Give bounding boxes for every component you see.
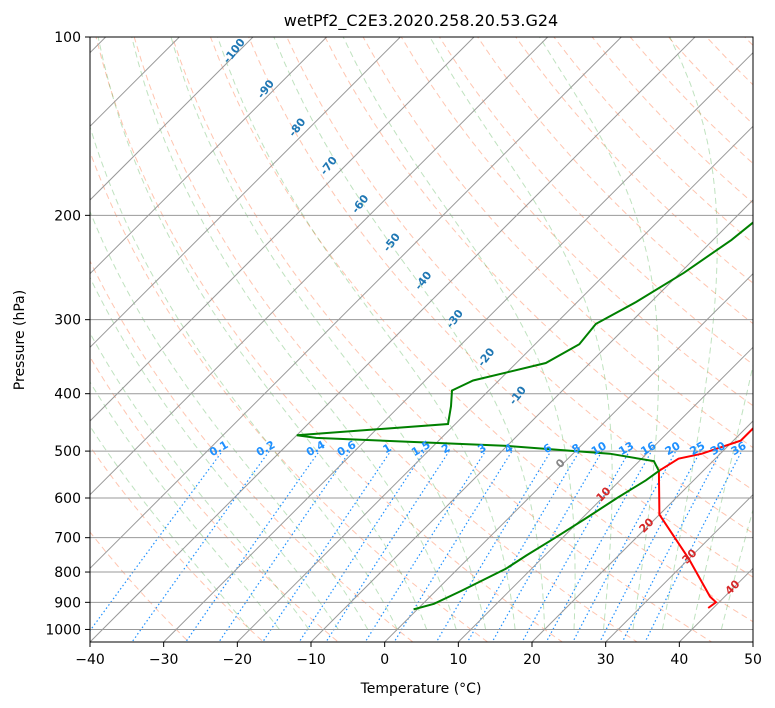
isotherm-line [90, 37, 328, 275]
isotherm-line [90, 37, 254, 201]
temperature-profile [657, 426, 753, 609]
x-tick-label: 20 [523, 652, 541, 668]
dewpoint-profile [296, 221, 753, 611]
moist-adiabat [90, 125, 398, 630]
profile-lines [296, 221, 753, 611]
y-tick-label: 100 [54, 30, 81, 46]
y-tick-label: 200 [54, 208, 81, 224]
isotherm-line [605, 493, 753, 642]
isotherm-line [90, 37, 401, 349]
isotherm-line [90, 37, 696, 642]
y-tick-label: 700 [54, 531, 81, 547]
isotherm-line [90, 37, 549, 496]
x-tick-label: 50 [744, 652, 762, 668]
moist-adiabat [90, 425, 251, 630]
x-tick-label: 30 [597, 652, 615, 668]
x-tick-label: −20 [223, 652, 253, 668]
moist-adiabat [90, 210, 369, 630]
x-axis-label: Temperature (°C) [360, 681, 482, 697]
moist-adiabat [720, 507, 753, 630]
x-tick-label: −10 [296, 652, 326, 668]
isotherm-line [384, 272, 753, 642]
plot-frame [89, 36, 754, 643]
y-tick-label: 400 [54, 387, 81, 403]
isotherm-line [236, 125, 753, 642]
y-tick-label: 800 [54, 565, 81, 581]
moist-adiabat [170, 37, 487, 630]
moist-adiabat [90, 332, 310, 630]
moist-adiabat [90, 276, 339, 630]
y-tick-label: 1000 [45, 622, 81, 638]
dry-adiabat [400, 37, 753, 407]
isotherm-line [531, 420, 753, 642]
isotherm-line [90, 37, 475, 422]
moist-adiabat [691, 363, 753, 630]
grid-lines [90, 37, 753, 642]
moist-adiabat [429, 37, 613, 630]
dry-adiabat [362, 37, 753, 449]
moist-adiabat [661, 37, 718, 630]
chart-title: wetPf2_C2E3.2020.258.20.53.G24 [284, 11, 558, 31]
moist-adiabat [342, 37, 576, 630]
x-tick-label: 40 [670, 652, 688, 668]
x-axis-ticks: −40 −30 −20 −10 0 10 20 30 40 50 [75, 642, 762, 668]
x-tick-label: 10 [449, 652, 467, 668]
isotherm-line [310, 199, 753, 642]
y-axis-label: Pressure (hPa) [12, 290, 28, 390]
dry-adiabat [324, 37, 753, 491]
isotherm-line [457, 346, 753, 642]
moist-adiabat [217, 37, 516, 630]
y-tick-label: 600 [54, 491, 81, 507]
x-tick-label: −30 [149, 652, 179, 668]
moist-adiabat [273, 37, 546, 630]
y-tick-label: 900 [54, 595, 81, 611]
y-axis-ticks: 100 200 300 400 500 600 700 800 900 1000 [45, 30, 90, 638]
x-tick-label: 0 [380, 652, 389, 668]
isotherm-line [90, 37, 622, 570]
moist-adiabat [131, 37, 457, 630]
moist-adiabat [90, 381, 280, 630]
y-tick-label: 300 [54, 313, 81, 329]
moist-adiabat [97, 37, 428, 630]
x-tick-label: −40 [75, 652, 105, 668]
dry-adiabat [438, 37, 753, 366]
isotherm-line [163, 51, 753, 642]
y-tick-label: 500 [54, 444, 81, 460]
